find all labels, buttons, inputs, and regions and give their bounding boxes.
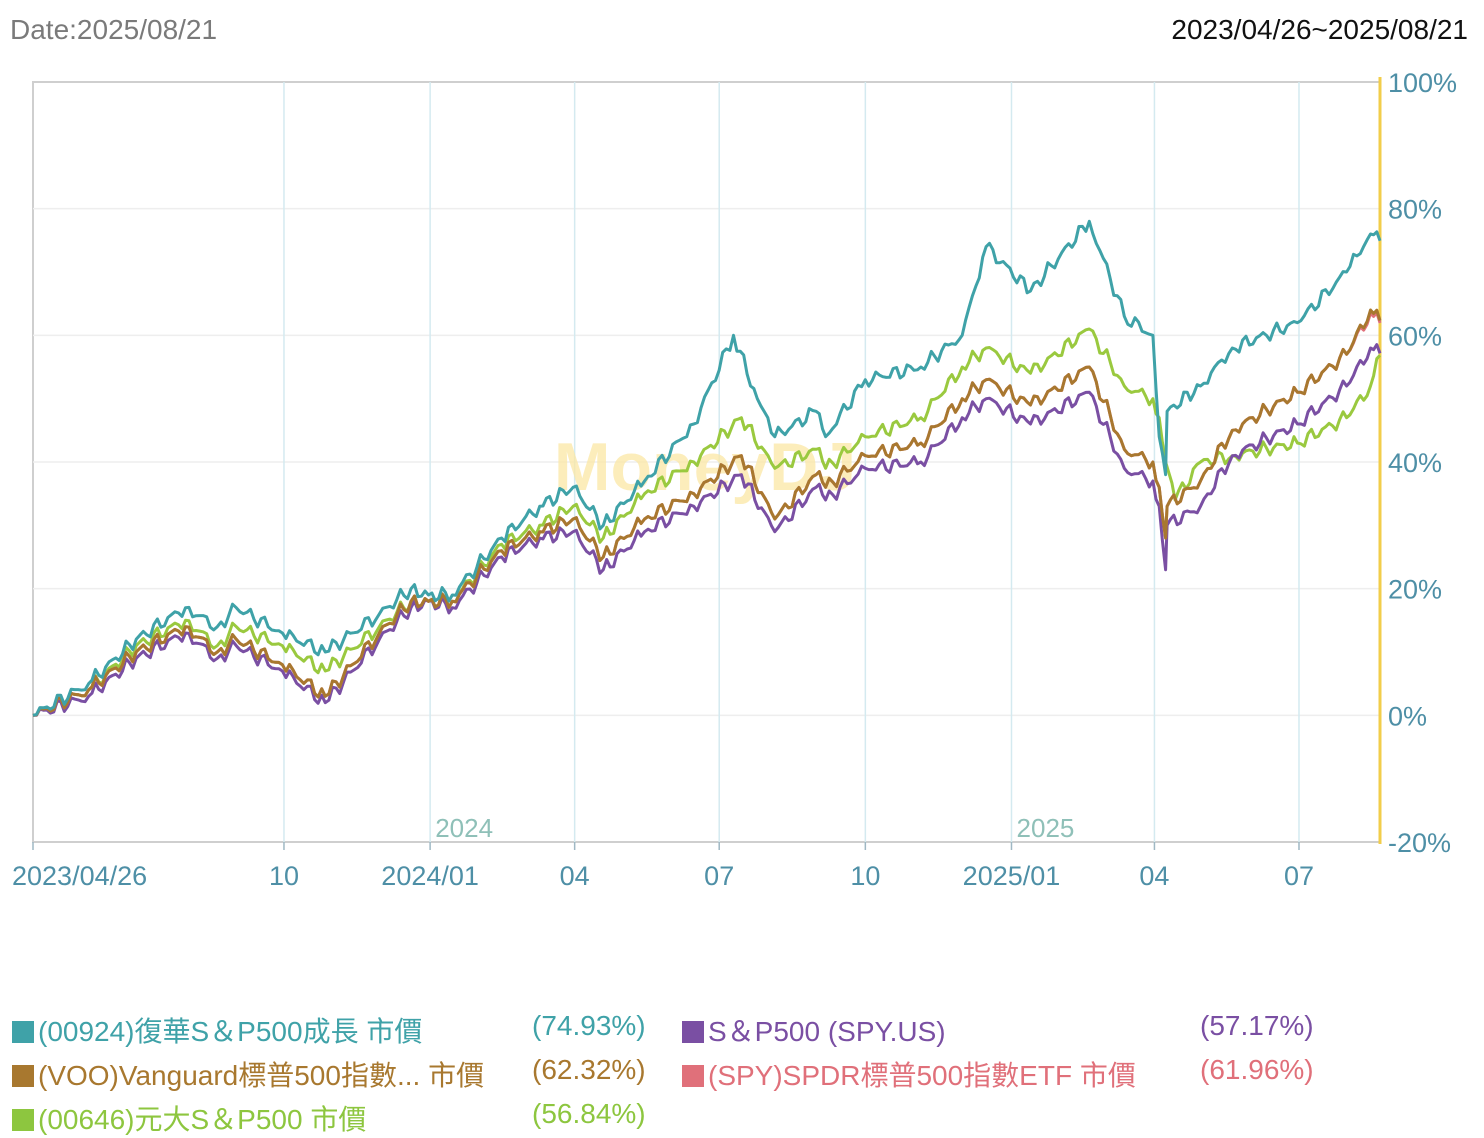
legend-label: (00646)元大S＆P500 市價 xyxy=(38,1104,367,1135)
legend-value: (56.84%) xyxy=(532,1098,646,1129)
x-tick-label: 07 xyxy=(1284,861,1314,891)
line-chart: 100% 80% 60% 40% 20% 0% -20% 2023/04/26 10 2024/0… xyxy=(12,68,1457,891)
year-label: 2025 xyxy=(1017,813,1075,843)
legend-item[interactable]: (00924)復華S＆P500成長 市價 (74.93%) xyxy=(12,1010,646,1050)
x-tick-label: 2025/01 xyxy=(963,861,1061,891)
legend-item[interactable]: (VOO)Vanguard標普500指數... 市價 (62.32%) xyxy=(12,1054,646,1094)
y-tick-label: -20% xyxy=(1388,828,1451,858)
legend-label: (00924)復華S＆P500成長 市價 xyxy=(38,1016,423,1047)
legend-value: (74.93%) xyxy=(532,1010,646,1041)
legend-value: (61.96%) xyxy=(1200,1054,1314,1085)
legend-swatch xyxy=(12,1109,34,1131)
x-tick-label: 04 xyxy=(560,861,590,891)
year-label: 2024 xyxy=(435,813,493,843)
x-tick-label: 10 xyxy=(850,861,880,891)
series-line xyxy=(32,219,1382,717)
y-tick-label: 80% xyxy=(1388,195,1442,225)
date-label: Date:2025/08/21 xyxy=(10,14,218,45)
x-tick-label: 04 xyxy=(1139,861,1169,891)
watermark: MoneyDJ xyxy=(554,429,856,505)
legend-swatch xyxy=(682,1021,704,1043)
series-line xyxy=(33,343,1382,717)
legend-swatch xyxy=(12,1021,34,1043)
legend-value: (57.17%) xyxy=(1200,1010,1314,1041)
date-range-label: 2023/04/26~2025/08/21 xyxy=(1171,14,1468,45)
x-tick-label: 07 xyxy=(704,861,734,891)
legend-item[interactable]: (SPY)SPDR標普500指數ETF 市價 (61.96%) xyxy=(682,1054,1314,1094)
legend-item[interactable]: (00646)元大S＆P500 市價 (56.84%) xyxy=(12,1098,646,1138)
legend-swatch xyxy=(682,1065,704,1087)
y-tick-label: 40% xyxy=(1388,448,1442,478)
legend-label: (SPY)SPDR標普500指數ETF 市價 xyxy=(708,1060,1136,1091)
y-tick-label: 0% xyxy=(1388,701,1427,731)
x-tick-label: 10 xyxy=(269,861,299,891)
y-tick-label: 60% xyxy=(1388,321,1442,351)
legend-item[interactable]: S＆P500 (SPY.US) (57.17%) xyxy=(682,1010,1314,1050)
legend-value: (62.32%) xyxy=(532,1054,646,1085)
legend-swatch xyxy=(12,1065,34,1087)
y-tick-label: 20% xyxy=(1388,575,1442,605)
legend-label: S＆P500 (SPY.US) xyxy=(708,1016,946,1047)
series-line xyxy=(32,308,1382,717)
x-tick-label: 2024/01 xyxy=(381,861,479,891)
y-tick-label: 100% xyxy=(1388,68,1457,98)
legend-label: (VOO)Vanguard標普500指數... 市價 xyxy=(38,1060,485,1091)
x-tick-label: 2023/04/26 xyxy=(12,861,147,891)
